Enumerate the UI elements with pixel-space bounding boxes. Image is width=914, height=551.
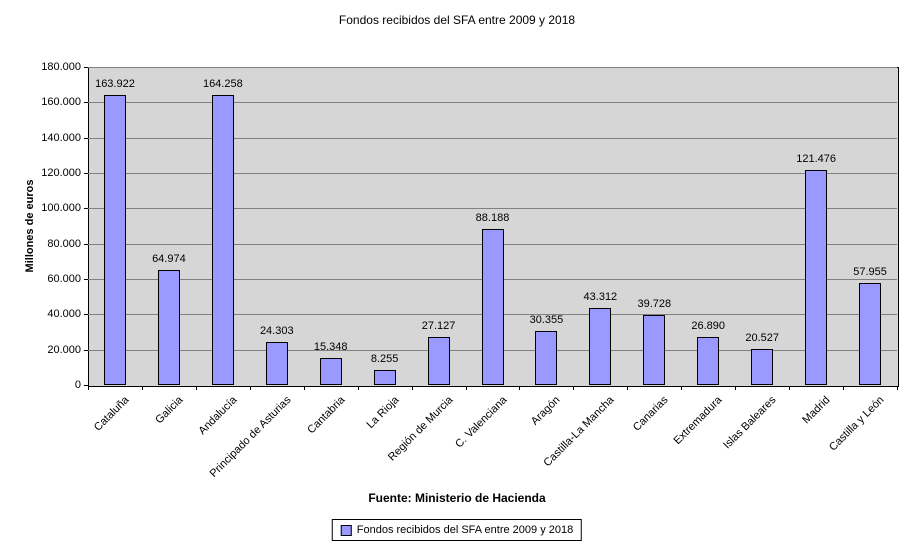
y-tick-label: 100.000: [41, 202, 81, 215]
x-tick-mark: [897, 386, 898, 390]
bar-value-label: 57.955: [853, 266, 887, 278]
y-tick-mark: [84, 208, 88, 210]
y-tick-mark: [84, 279, 88, 280]
x-tick-label: Castilla y León: [827, 394, 887, 454]
bar-value-label: 30.355: [529, 314, 564, 326]
y-tick-mark: [84, 314, 88, 316]
x-tick-mark: [303, 386, 305, 390]
x-tick-label: Madrid: [800, 394, 833, 427]
bar: [481, 229, 504, 385]
x-tick-label: Canarias: [631, 394, 671, 434]
bar-value-label: 88.188: [475, 212, 510, 224]
y-tick-label: 180.000: [41, 61, 81, 73]
bar: [319, 358, 342, 385]
x-tick-label: Andalucía: [196, 394, 240, 438]
bar-value-label: 164.258: [202, 78, 243, 90]
gridline: [88, 137, 897, 139]
y-tick-mark: [84, 173, 88, 174]
y-tick-mark: [84, 349, 88, 351]
bar: [157, 270, 180, 385]
x-tick-mark: [627, 386, 629, 390]
x-tick-mark: [141, 386, 143, 390]
x-tick-label: Islas Baleares: [721, 394, 779, 452]
bar: [427, 337, 450, 385]
bar-value-label: 20.527: [745, 332, 779, 344]
legend-label: Fondos recibidos del SFA entre 2009 y 20…: [356, 524, 574, 536]
legend: Fondos recibidos del SFA entre 2009 y 20…: [331, 519, 583, 541]
y-tick-mark: [84, 102, 88, 104]
bar-value-label: 121.476: [796, 153, 836, 165]
bar-value-label: 24.303: [259, 325, 294, 337]
bar: [589, 308, 612, 385]
x-tick-label: C. Valenciana: [452, 394, 509, 451]
x-tick-mark: [681, 386, 683, 390]
x-tick-mark: [573, 386, 575, 390]
x-tick-mark: [789, 386, 791, 390]
x-tick-mark: [88, 386, 89, 390]
gridline: [88, 67, 897, 68]
bar: [643, 315, 666, 385]
bar: [535, 331, 558, 385]
y-tick-mark: [84, 243, 88, 245]
bar-value-label: 64.974: [152, 253, 186, 265]
y-tick-mark: [84, 385, 88, 386]
chart-title: Fondos recibidos del SFA entre 2009 y 20…: [338, 13, 576, 27]
bar: [859, 283, 882, 385]
bar-value-label: 163.922: [95, 78, 135, 90]
x-tick-mark: [843, 386, 845, 390]
bar: [265, 342, 288, 385]
x-tick-label: Galicia: [153, 394, 186, 427]
legend-marker-icon: [340, 524, 352, 536]
gridline: [88, 208, 897, 210]
x-tick-mark: [465, 386, 467, 390]
y-tick-label: 140.000: [41, 131, 81, 144]
y-tick-label: 0: [74, 379, 81, 391]
y-tick-label: 60.000: [47, 273, 81, 285]
x-tick-mark: [357, 386, 359, 390]
bar: [697, 337, 720, 385]
y-tick-label: 160.000: [41, 96, 81, 109]
y-tick-label: 80.000: [47, 237, 81, 250]
bar-value-label: 27.127: [421, 320, 456, 332]
bar: [805, 170, 828, 385]
x-tick-mark: [249, 386, 251, 390]
y-tick-mark: [84, 67, 88, 68]
x-tick-mark: [195, 386, 197, 390]
y-tick-mark: [84, 137, 88, 139]
bar-value-label: 26.890: [691, 320, 726, 332]
bar: [103, 95, 126, 385]
x-tick-mark: [411, 386, 413, 390]
x-tick-mark: [735, 386, 737, 390]
x-tick-label: Cantabria: [304, 394, 348, 437]
gridline: [88, 102, 897, 104]
bar: [211, 95, 234, 385]
x-tick-label: Cataluña: [91, 394, 132, 434]
bar: [751, 349, 774, 385]
bar-value-label: 15.348: [313, 341, 348, 353]
y-tick-label: 20.000: [47, 343, 81, 356]
x-tick-label: Extremadura: [671, 394, 725, 448]
bar-value-label: 43.312: [583, 291, 618, 303]
gridline: [88, 173, 897, 174]
y-tick-label: 40.000: [47, 308, 81, 321]
y-axis-title: Millones de euros: [24, 179, 36, 273]
bar: [373, 370, 396, 385]
x-tick-label: La Rioja: [364, 394, 402, 432]
x-tick-label: Aragón: [529, 394, 563, 428]
source-note: Fuente: Ministerio de Hacienda: [368, 491, 546, 505]
y-tick-label: 120.000: [41, 167, 81, 179]
bar-value-label: 8.255: [370, 353, 399, 365]
x-tick-mark: [519, 386, 521, 390]
bar-value-label: 39.728: [637, 298, 672, 310]
